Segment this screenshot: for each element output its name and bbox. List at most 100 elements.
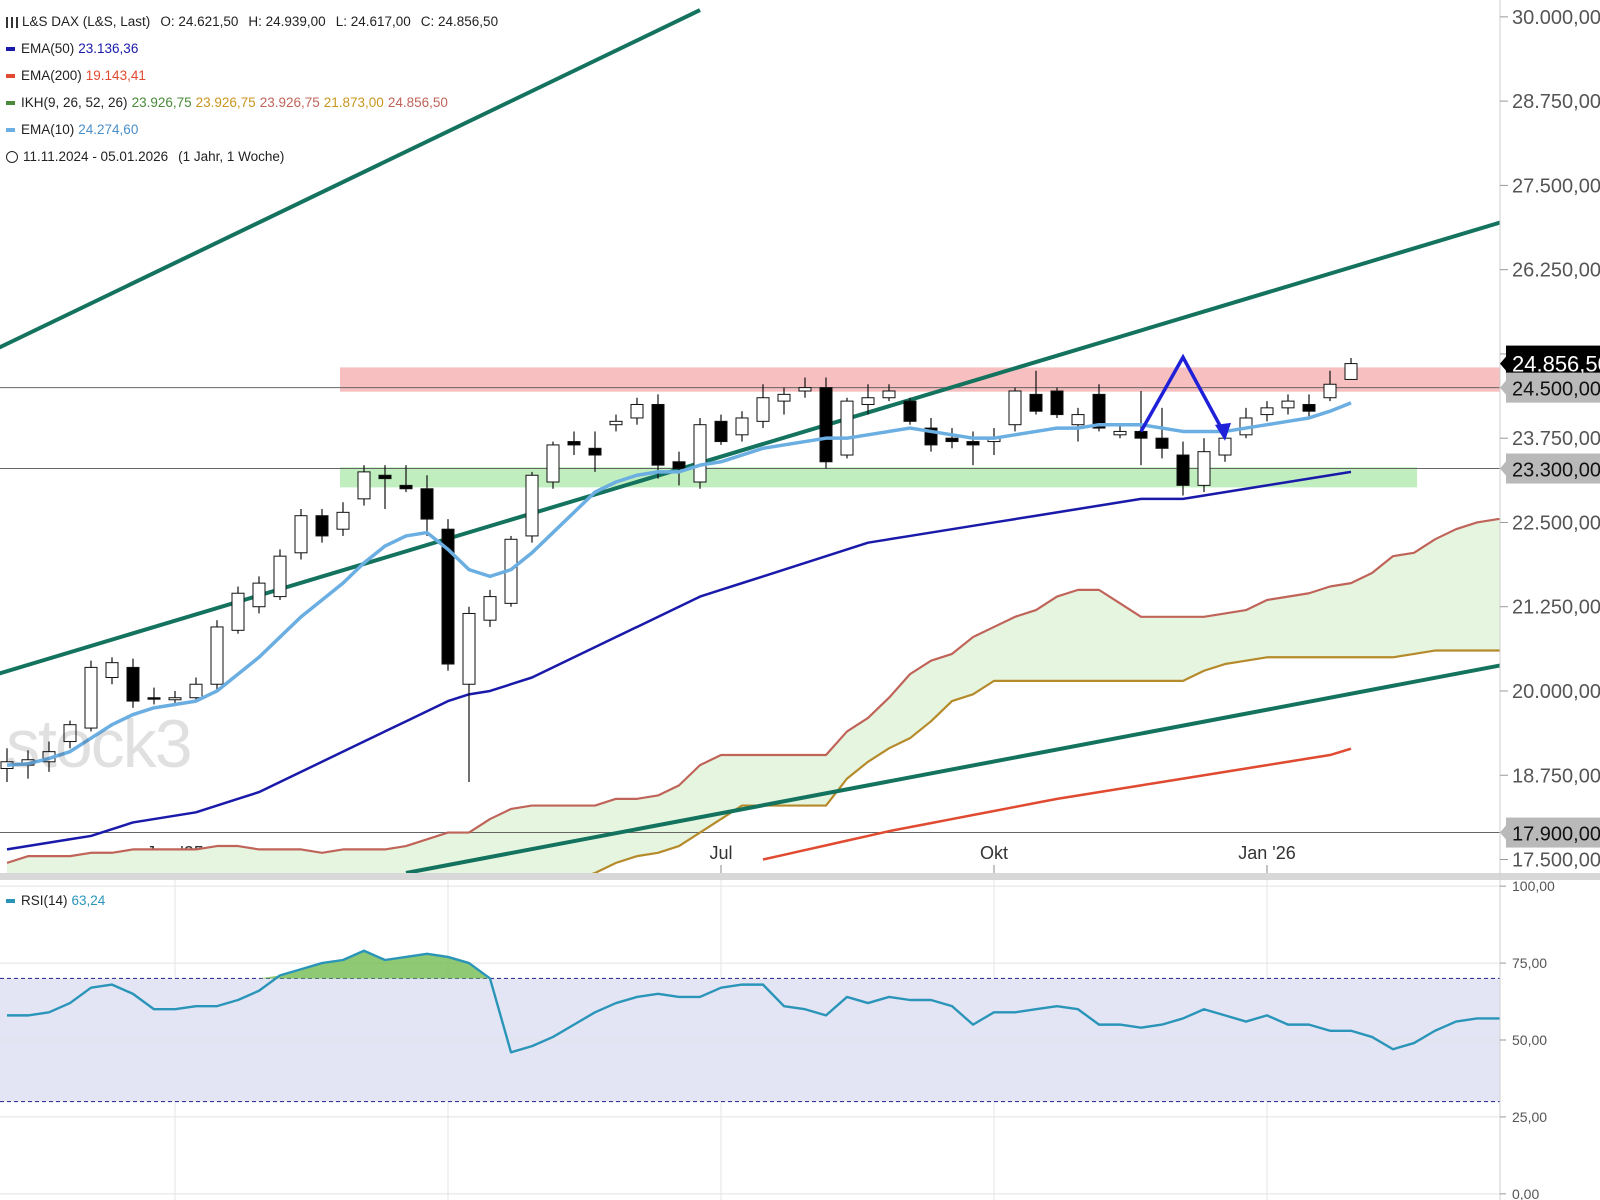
stock3-watermark: stock3 <box>6 706 193 782</box>
rsi-value: 63,24 <box>71 893 106 908</box>
rsi-y-tick-label: 0,00 <box>1512 1186 1539 1200</box>
price-label-pointer <box>1500 825 1506 840</box>
x-tick-label: Jan '26 <box>1238 843 1295 863</box>
rsi-overbought-fill <box>259 950 490 979</box>
candle-body <box>882 390 896 399</box>
ema200-swatch <box>6 74 15 79</box>
ikh-value-1: 23.926,75 <box>131 95 192 110</box>
senkou-span-a-line <box>6 517 1500 864</box>
y-tick-label: 30.000,00 <box>1512 7 1600 29</box>
ikh-label: IKH(9, 26, 52, 26) <box>21 95 128 110</box>
upper-channel-trendline <box>0 8 701 350</box>
candle-body <box>462 612 476 685</box>
ohlc-open: O: 24.621,50 <box>160 14 239 29</box>
candle-body <box>525 474 539 537</box>
y-tick-label: 27.500,00 <box>1512 175 1600 197</box>
candle-body <box>210 626 224 685</box>
candle-body <box>1029 393 1043 412</box>
ikh-value-2: 23.926,75 <box>195 95 256 110</box>
rsi-y-tick-label: 100,00 <box>1512 878 1555 894</box>
forecast-arrowhead <box>1215 422 1231 441</box>
candle-body <box>1134 430 1148 439</box>
candle-body <box>252 582 266 608</box>
candle-body <box>441 528 455 665</box>
ema10-swatch <box>6 128 15 133</box>
legend-ema200[interactable]: EMA(200) 19.143,41 <box>6 68 146 83</box>
candle-body <box>798 387 812 392</box>
candle-body <box>399 484 413 490</box>
y-tick-label: 23.750,00 <box>1512 428 1600 450</box>
y-tick-label: 20.000,00 <box>1512 681 1600 703</box>
rsi-label: RSI(14) <box>21 893 68 908</box>
candle-body <box>1323 383 1337 399</box>
date-range: 11.11.2024 - 05.01.2026 <box>23 149 169 164</box>
ikh-swatch <box>6 101 15 106</box>
ohlc-low: L: 24.617,00 <box>335 14 411 29</box>
legend-ema50[interactable]: EMA(50) 23.136,36 <box>6 41 138 56</box>
candle-body <box>651 403 665 466</box>
candle-body <box>1260 407 1274 416</box>
candle-body <box>63 724 77 743</box>
candle-body <box>1071 414 1085 426</box>
rsi-pane <box>0 880 1500 1200</box>
candle-body <box>168 697 182 701</box>
ema200-value: 19.143,41 <box>85 68 146 83</box>
ohlc-close: C: 24.856,50 <box>420 14 499 29</box>
candle-body <box>861 397 875 405</box>
legend-ikh[interactable]: IKH(9, 26, 52, 26) 23.926,75 23.926,75 23.9… <box>6 95 448 110</box>
rsi-y-tick-label: 75,00 <box>1512 955 1547 971</box>
ema50-label: EMA(50) <box>21 41 75 56</box>
candle-body <box>336 511 350 530</box>
price-label-text: 23.300,00 <box>1512 460 1600 482</box>
candle-body <box>714 420 728 443</box>
candle-body <box>1344 363 1358 380</box>
candle-body <box>966 441 980 446</box>
candle-body <box>735 417 749 436</box>
y-tick-label: 28.750,00 <box>1512 91 1600 113</box>
senkou-span-b-line <box>591 649 1500 873</box>
middle-channel-trendline <box>0 220 1500 676</box>
price-label-text: 24.856,50 <box>1512 352 1600 377</box>
candle-body <box>1302 403 1316 412</box>
legend-range: 11.11.2024 - 05.01.2026 (1 Jahr, 1 Woche) <box>6 149 284 164</box>
legend-ema10[interactable]: EMA(10) 24.274,60 <box>6 122 138 137</box>
candle-body <box>1281 400 1295 409</box>
ema200-label: EMA(200) <box>21 68 82 83</box>
candle-body <box>945 437 959 443</box>
y-tick-label: 17.500,00 <box>1512 850 1600 872</box>
rsi-line <box>7 949 1500 1054</box>
candle-body <box>420 488 434 520</box>
candle-body <box>378 474 392 480</box>
legend-rsi[interactable]: RSI(14) 63,24 <box>6 893 105 908</box>
ichimoku-cloud <box>7 519 1500 873</box>
candle-body <box>1113 430 1127 436</box>
candle-body <box>693 424 707 483</box>
ema50-swatch <box>6 47 15 52</box>
clock-icon <box>6 151 18 164</box>
rsi-swatch <box>6 899 15 904</box>
ema10-value: 24.274,60 <box>78 122 139 137</box>
price-label-box <box>1506 817 1600 848</box>
rsi-y-tick-label: 25,00 <box>1512 1109 1547 1125</box>
rsi-y-tick-label: 50,00 <box>1512 1032 1547 1048</box>
price-pane: Jan '25AprJulOktJan '26 <box>0 8 1500 873</box>
legend-instrument: L&S DAX (L&S, Last) O: 24.621,50 H: 24.939… <box>6 14 498 29</box>
candle-body <box>1155 437 1169 449</box>
range-note: (1 Jahr, 1 Woche) <box>178 149 285 164</box>
candle-body <box>588 447 602 456</box>
candle-body <box>819 387 833 463</box>
candle-body <box>273 555 287 598</box>
ohlc-high: H: 24.939,00 <box>248 14 326 29</box>
y-tick-label: 22.500,00 <box>1512 512 1600 534</box>
price-label-box <box>1506 453 1600 484</box>
y-tick-label: 18.750,00 <box>1512 765 1600 787</box>
candle-body <box>147 697 161 700</box>
candle-body <box>231 592 245 631</box>
candle-body <box>1008 390 1022 426</box>
x-tick-label: Jul <box>709 843 732 863</box>
x-tick-label: Okt <box>980 843 1008 863</box>
candle-body <box>1197 451 1211 486</box>
candle-body <box>756 397 770 422</box>
